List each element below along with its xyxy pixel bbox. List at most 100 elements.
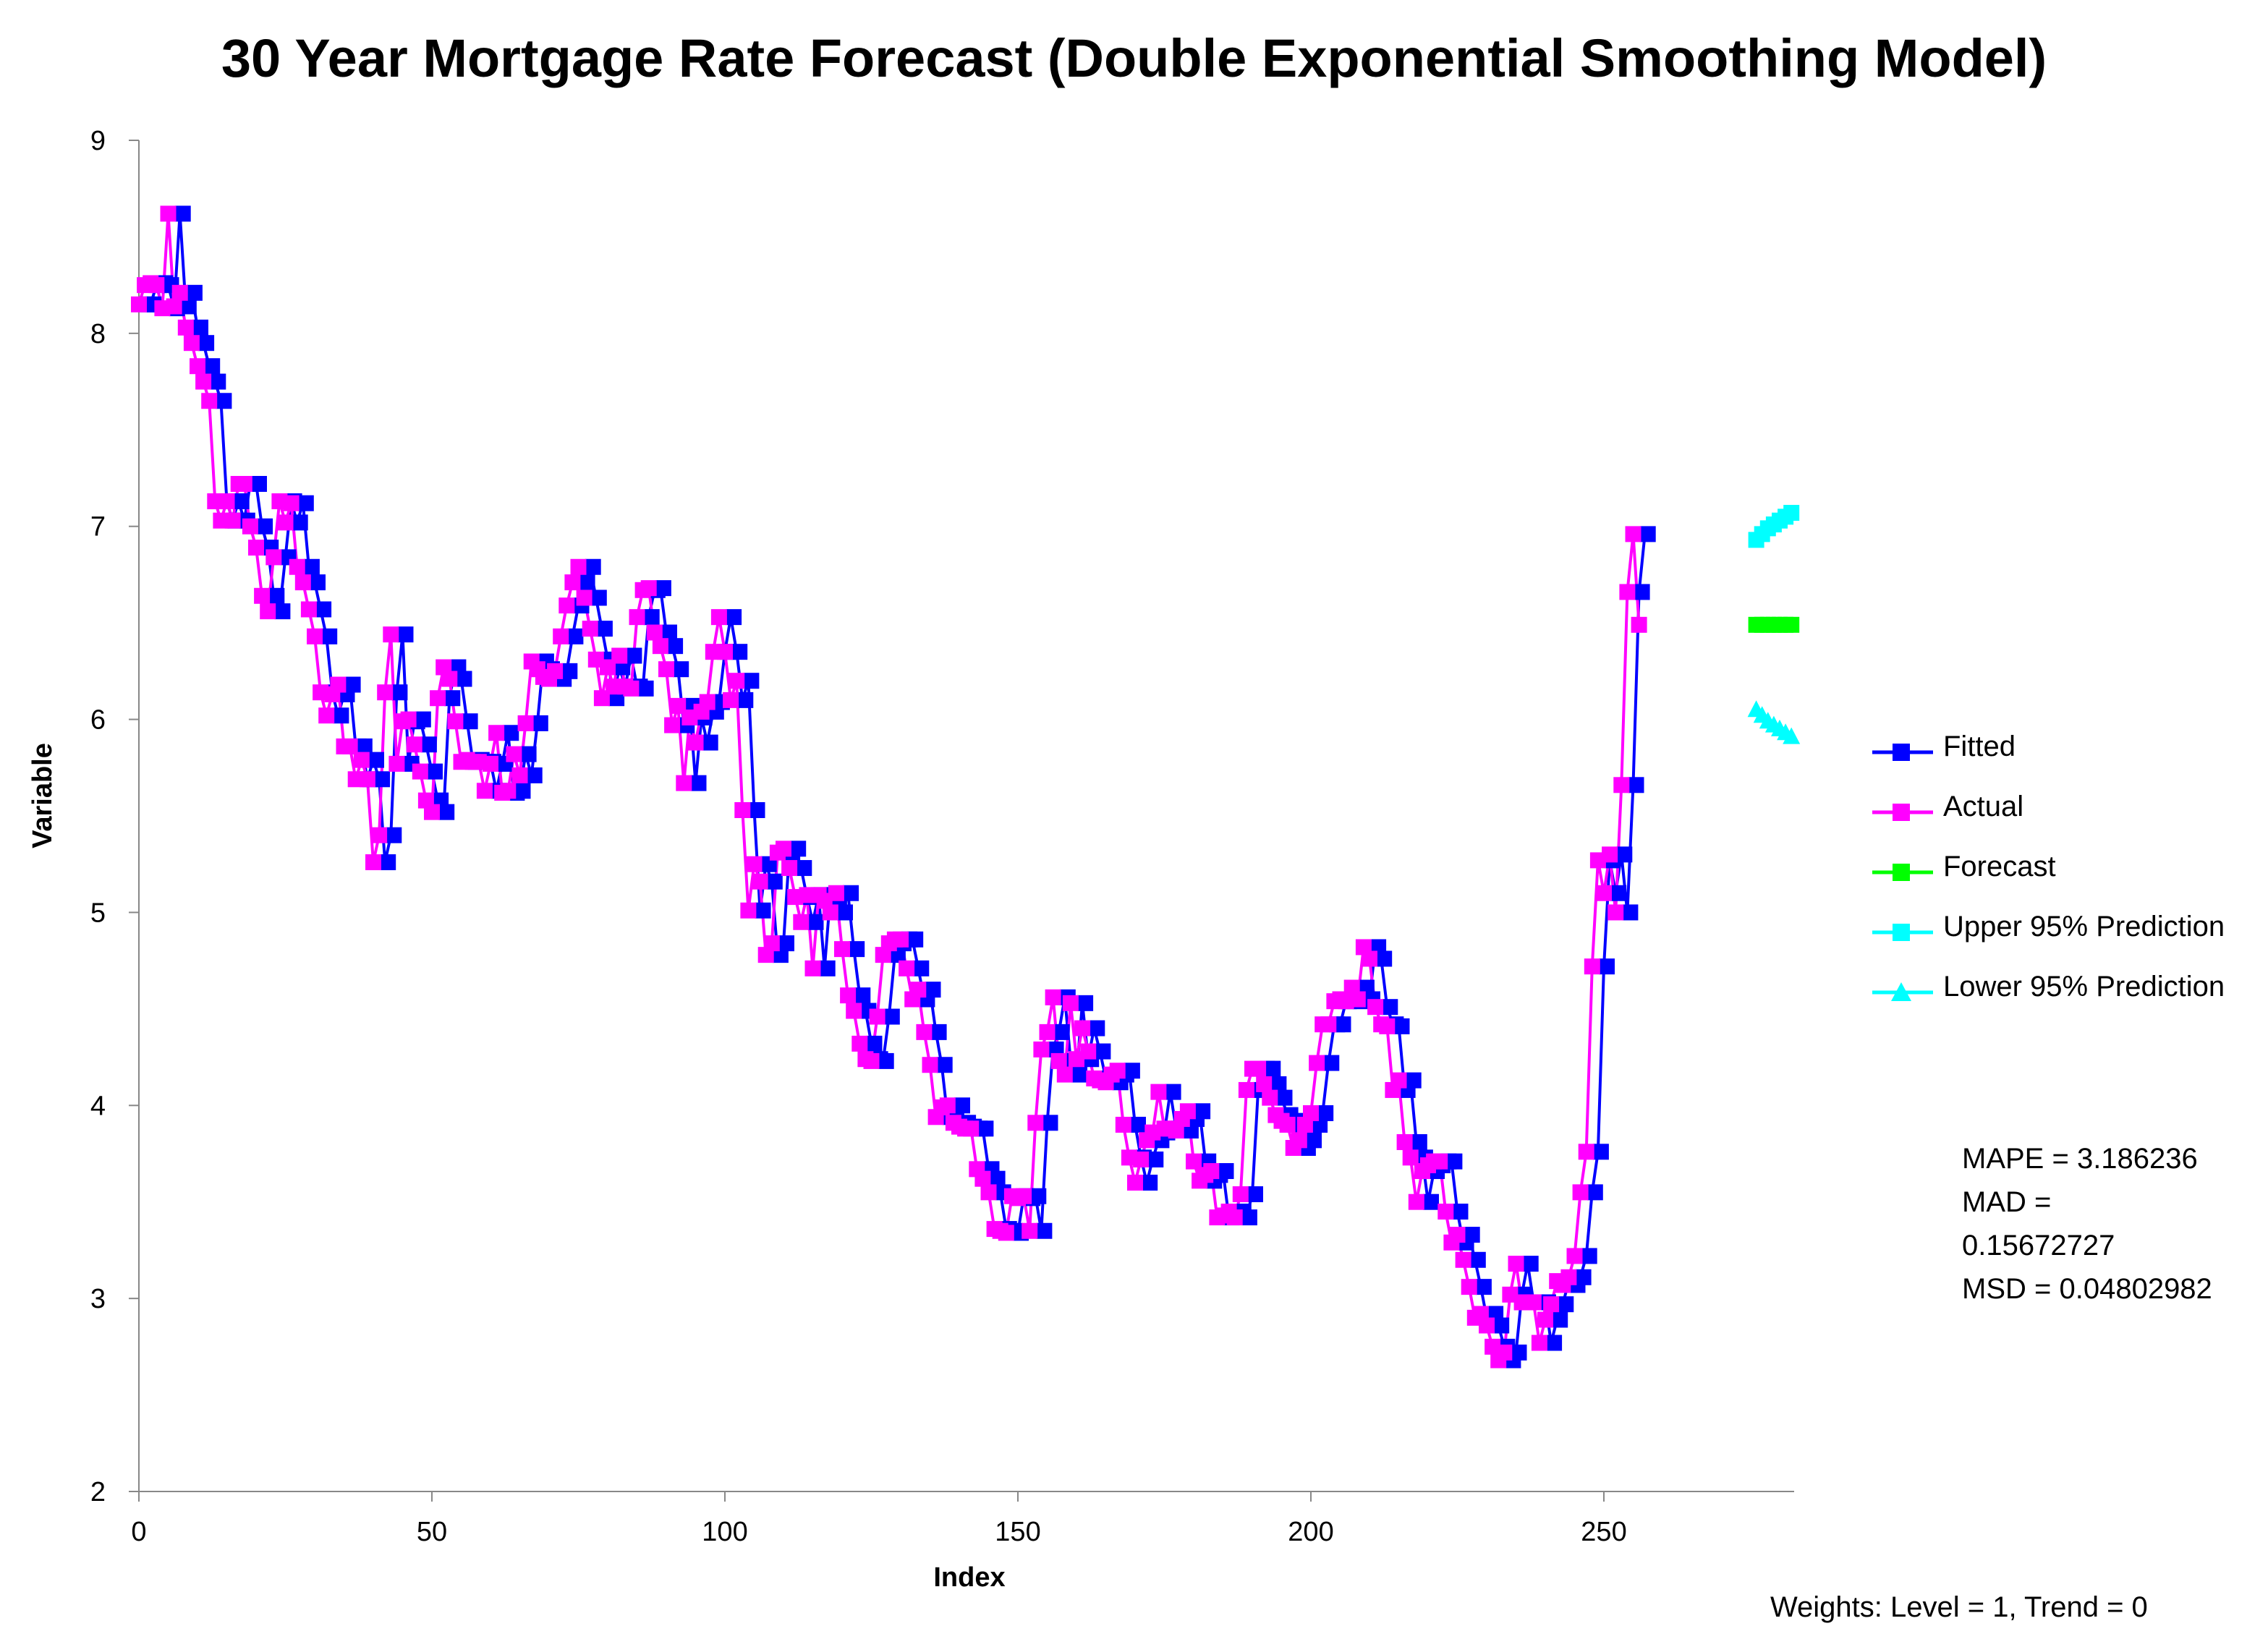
data-point-forecast	[1783, 616, 1800, 633]
data-point-fitted	[310, 574, 326, 591]
data-point-actual	[752, 873, 768, 890]
data-point-fitted	[585, 558, 601, 575]
data-point-actual	[1179, 1103, 1196, 1120]
data-point-actual	[910, 982, 927, 998]
data-point-actual	[570, 558, 587, 575]
data-point-fitted	[667, 638, 684, 655]
data-point-fitted	[925, 982, 941, 998]
data-point-fitted	[1558, 1296, 1574, 1313]
data-point-actual	[248, 540, 264, 556]
data-point-fitted	[1247, 1186, 1263, 1203]
data-point-actual	[1226, 1209, 1243, 1226]
data-point-fitted	[1077, 995, 1094, 1011]
data-point-lower-95-prediction	[1783, 727, 1801, 744]
data-point-fitted	[1071, 1066, 1087, 1083]
data-point-fitted	[415, 711, 431, 728]
data-point-actual	[629, 609, 645, 626]
data-point-actual	[1109, 1063, 1126, 1079]
data-point-fitted	[1634, 584, 1650, 600]
data-point-fitted	[292, 514, 308, 531]
data-point-actual	[710, 609, 727, 626]
x-tick-label: 0	[131, 1517, 146, 1547]
data-point-actual	[980, 1184, 997, 1201]
data-point-actual	[922, 1057, 938, 1073]
data-point-fitted	[1393, 1018, 1410, 1034]
legend-label-forecast: Forecast	[1943, 851, 2056, 882]
data-point-fitted	[216, 393, 232, 409]
data-point-actual	[400, 711, 417, 728]
data-point-fitted	[210, 373, 226, 390]
data-point-actual	[729, 673, 745, 689]
y-tick-label: 6	[90, 705, 106, 736]
data-point-actual	[195, 373, 212, 390]
data-point-fitted	[1142, 1175, 1158, 1191]
data-point-actual	[148, 277, 165, 294]
data-point-actual	[893, 931, 909, 948]
data-point-actual	[406, 736, 422, 753]
data-point-actual	[899, 960, 915, 976]
y-tick-label: 9	[90, 126, 106, 156]
data-point-fitted	[1335, 1016, 1351, 1033]
data-point-fitted	[796, 860, 812, 877]
data-point-fitted	[1036, 1222, 1053, 1239]
data-point-fitted	[1464, 1227, 1480, 1243]
data-point-actual	[500, 783, 517, 799]
data-point-actual	[963, 1120, 980, 1137]
data-point-actual	[916, 1023, 933, 1040]
stat-mad-label: MAD =	[1962, 1186, 2052, 1218]
data-point-actual	[441, 671, 458, 687]
data-point-actual	[1045, 989, 1061, 1005]
data-point-actual	[1560, 1269, 1577, 1285]
data-point-actual	[289, 558, 305, 575]
data-point-fitted	[567, 628, 584, 644]
data-point-actual	[717, 644, 733, 660]
data-point-fitted	[380, 854, 396, 871]
data-point-fitted	[1575, 1269, 1592, 1285]
data-point-actual	[1566, 1248, 1583, 1264]
y-tick-label: 5	[90, 898, 106, 928]
data-point-actual	[1127, 1175, 1143, 1191]
data-point-actual	[177, 319, 194, 336]
data-point-fitted	[1511, 1344, 1527, 1361]
data-point-actual	[699, 694, 715, 710]
legend-swatch-fitted	[1872, 744, 1933, 761]
data-point-actual	[218, 493, 235, 510]
data-point-fitted	[1241, 1209, 1257, 1226]
data-point-actual	[1508, 1256, 1524, 1272]
data-point-fitted	[374, 771, 391, 788]
data-point-actual	[658, 661, 674, 678]
data-point-fitted	[1423, 1193, 1439, 1210]
y-tick-label: 4	[90, 1091, 106, 1121]
data-point-fitted	[743, 673, 760, 689]
data-point-fitted	[456, 671, 472, 687]
data-point-actual	[1309, 1055, 1325, 1071]
data-point-fitted	[1546, 1335, 1563, 1351]
legend-swatch-actual	[1872, 804, 1933, 821]
stat-msd: MSD = 0.04802982	[1962, 1273, 2212, 1305]
data-point-actual	[330, 676, 347, 693]
data-point-actual	[1062, 995, 1079, 1011]
data-point-actual	[377, 684, 394, 701]
data-point-fitted	[1599, 958, 1615, 975]
data-point-fitted	[690, 775, 707, 791]
data-point-fitted	[1616, 846, 1633, 863]
data-point-actual	[1432, 1153, 1448, 1170]
data-point-fitted	[1053, 1023, 1070, 1040]
data-point-fitted	[1270, 1076, 1287, 1092]
data-point-actual	[447, 713, 464, 730]
data-point-fitted	[520, 746, 537, 762]
model-stats: MAPE = 3.186236 MAD = 0.15672727 MSD = 0…	[1962, 1137, 2212, 1311]
data-point-actual	[1449, 1227, 1466, 1243]
x-tick-label: 250	[1581, 1517, 1626, 1547]
data-point-actual	[863, 1052, 880, 1069]
data-point-actual	[506, 746, 522, 762]
data-point-fitted	[643, 609, 660, 626]
data-point-fitted	[198, 335, 215, 352]
data-point-actual	[201, 393, 218, 409]
data-point-fitted	[315, 601, 332, 618]
y-tick-label: 8	[90, 319, 106, 349]
data-point-fitted	[1276, 1089, 1293, 1106]
data-point-fitted	[344, 676, 361, 693]
data-point-fitted	[321, 628, 338, 644]
